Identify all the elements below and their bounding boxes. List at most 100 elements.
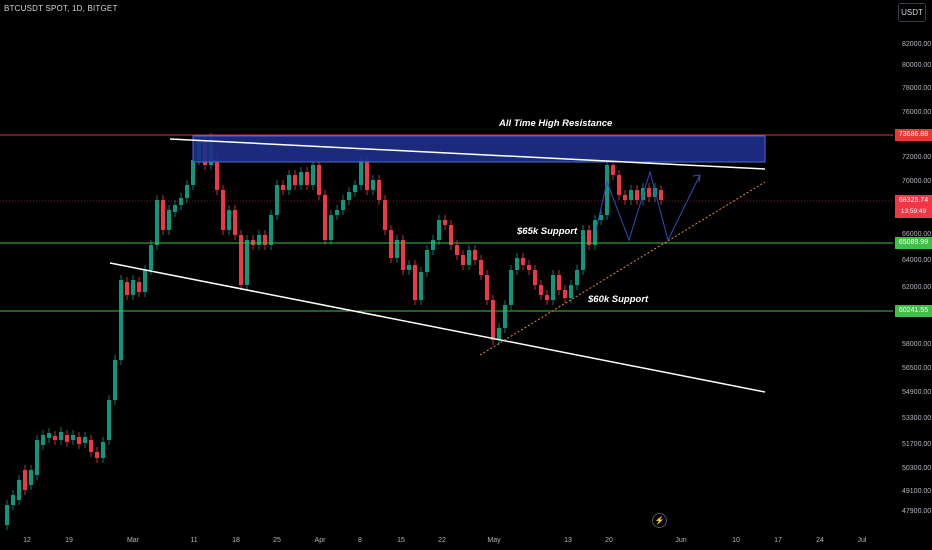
candle[interactable] [233,210,237,235]
candle[interactable] [257,235,261,245]
candle[interactable] [383,200,387,230]
candle[interactable] [539,285,543,295]
candle[interactable] [137,282,141,292]
candle[interactable] [521,258,525,265]
candle[interactable] [659,190,663,200]
candle[interactable] [359,160,363,185]
candle[interactable] [161,200,165,230]
candle[interactable] [29,470,33,485]
candle[interactable] [119,280,123,360]
candle[interactable] [317,165,321,195]
candle[interactable] [329,215,333,240]
candle[interactable] [305,172,309,185]
candle[interactable] [431,240,435,250]
candle[interactable] [503,305,507,328]
candle[interactable] [395,240,399,258]
candle[interactable] [557,275,561,290]
candle[interactable] [371,180,375,190]
candle[interactable] [605,165,609,215]
candle[interactable] [131,280,135,295]
candle[interactable] [485,275,489,300]
candle[interactable] [215,160,219,190]
candle[interactable] [185,185,189,198]
candle[interactable] [437,220,441,240]
candle[interactable] [365,160,369,190]
rising-support-line[interactable] [479,181,766,356]
candle[interactable] [527,265,531,270]
candle[interactable] [23,470,27,490]
candle[interactable] [293,175,297,185]
candle[interactable] [179,198,183,205]
lightning-icon[interactable]: ⚡ [652,513,667,528]
candle[interactable] [149,245,153,270]
candle[interactable] [41,435,45,445]
candle[interactable] [575,270,579,285]
candle[interactable] [173,205,177,212]
candle[interactable] [227,210,231,230]
candle[interactable] [389,230,393,258]
candle[interactable] [419,272,423,300]
candle[interactable] [515,258,519,270]
candle[interactable] [623,195,627,200]
upper-trendline[interactable] [169,138,766,170]
candle[interactable] [401,240,405,270]
candle[interactable] [167,210,171,230]
candle[interactable] [341,200,345,210]
candle[interactable] [443,220,447,225]
candle[interactable] [353,185,357,192]
candle[interactable] [533,270,537,285]
candle[interactable] [125,282,129,295]
resistance-zone[interactable] [192,135,766,163]
candle[interactable] [449,225,453,245]
currency-button[interactable]: USDT [898,3,926,22]
candle[interactable] [101,442,105,458]
candle[interactable] [473,250,477,260]
candle[interactable] [323,195,327,240]
candle[interactable] [77,437,81,444]
candle[interactable] [467,250,471,265]
candle[interactable] [347,192,351,200]
candle[interactable] [191,160,195,185]
candle[interactable] [107,400,111,440]
projection-path[interactable] [595,170,701,242]
candle[interactable] [221,190,225,230]
candle[interactable] [629,190,633,200]
candle[interactable] [35,440,39,475]
candle[interactable] [377,180,381,200]
candle[interactable] [491,300,495,340]
candle[interactable] [281,185,285,190]
candle[interactable] [287,175,291,190]
candle[interactable] [599,215,603,220]
candle[interactable] [311,165,315,185]
candle[interactable] [269,215,273,245]
candle[interactable] [617,175,621,195]
candle[interactable] [47,433,51,438]
lower-trendline[interactable] [109,262,766,393]
candle[interactable] [89,440,93,452]
candle[interactable] [413,265,417,300]
candle[interactable] [155,200,159,245]
candle[interactable] [545,295,549,300]
candle[interactable] [587,230,591,245]
candle[interactable] [299,172,303,185]
candle[interactable] [455,245,459,255]
candle[interactable] [71,435,75,440]
candle[interactable] [407,265,411,270]
candle[interactable] [143,270,147,292]
candle[interactable] [11,495,15,505]
candle[interactable] [569,285,573,298]
candle[interactable] [563,290,567,298]
candle[interactable] [635,190,639,200]
candle[interactable] [239,235,243,285]
candle[interactable] [581,230,585,270]
candle[interactable] [611,165,615,175]
candle[interactable] [95,452,99,458]
candle[interactable] [461,255,465,265]
candle[interactable] [263,235,267,245]
candle[interactable] [17,480,21,500]
candle[interactable] [83,437,87,443]
candle[interactable] [275,185,279,215]
candle[interactable] [647,188,651,197]
candle[interactable] [335,210,339,215]
